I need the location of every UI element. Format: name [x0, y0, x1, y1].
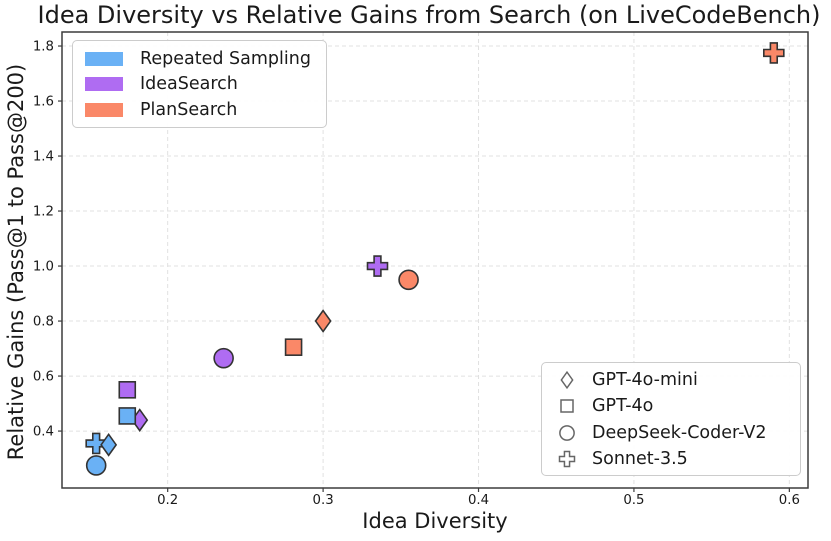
x-tick-label: 0.2 [157, 493, 178, 508]
data-point-repeated-sampling-gpt-4o [118, 407, 137, 425]
data-point-ideasearch-deepseek-coder-v2 [213, 347, 234, 369]
legend-item-repeated-sampling: Repeated Sampling [83, 46, 316, 72]
legend-item-gpt-4o: GPT-4o [550, 393, 792, 419]
legend-item-label: DeepSeek-Coder-V2 [592, 422, 767, 443]
circle-marker-glyph [559, 424, 575, 441]
data-point-repeated-sampling-sonnet-3-5 [85, 432, 107, 455]
legend-item-gpt-4o-mini: GPT-4o-mini [550, 367, 792, 393]
square-marker-icon [560, 399, 574, 414]
data-point-plansearch-gpt-4o [284, 338, 303, 356]
legend-item-sonnet-3-5: Sonnet-3.5 [550, 446, 792, 472]
legend-item-plansearch: PlanSearch [83, 97, 316, 123]
legend-item-label: GPT-4o-mini [592, 370, 698, 391]
diamond-marker-icon [560, 370, 574, 390]
data-point-plansearch-deepseek-coder-v2 [398, 269, 419, 291]
color-swatch-repeated-sampling [85, 51, 123, 66]
plot-border [61, 31, 809, 489]
x-tick-label: 0.3 [313, 493, 334, 508]
y-tick-label: 1.2 [33, 205, 54, 220]
data-point-ideasearch-sonnet-3-5 [366, 255, 389, 277]
legend-item-label: Sonnet-3.5 [592, 449, 688, 470]
y-tick-label: 0.8 [33, 315, 54, 330]
y-tick-label: 1.8 [33, 40, 54, 55]
data-point-plansearch-sonnet-3-5 [763, 42, 785, 64]
data-point-plansearch-gpt-4o-mini [314, 309, 332, 333]
diamond-marker-glyph [560, 370, 574, 390]
legend-search-methods: Repeated Sampling IdeaSearch PlanSearch [72, 40, 327, 128]
y-tick-label: 0.4 [33, 425, 54, 440]
legend-item-label: IdeaSearch [140, 74, 238, 95]
x-tick-label: 0.5 [623, 493, 644, 508]
legend-item-label: GPT-4o [592, 396, 654, 417]
legend-models: GPT-4o-mini GPT-4o DeepSeek-Coder-V2 Sonnet… [541, 362, 801, 476]
plus-marker-glyph [558, 450, 576, 468]
color-swatch-plansearch [85, 102, 123, 117]
x-tick-label: 0.6 [779, 493, 800, 508]
x-tick-label: 0.4 [468, 493, 489, 508]
legend-item-ideasearch: IdeaSearch [83, 72, 316, 98]
plus-marker-icon [558, 450, 576, 468]
circle-marker-icon [559, 424, 575, 441]
y-tick-label: 1.0 [33, 260, 54, 275]
data-point-repeated-sampling-gpt-4o-mini [100, 432, 118, 457]
legend-item-deepseek-coder-v2: DeepSeek-Coder-V2 [550, 420, 792, 446]
square-marker-glyph [560, 399, 574, 414]
legend-item-label: Repeated Sampling [140, 48, 311, 69]
y-tick-label: 1.4 [33, 150, 54, 165]
chart-title: Idea Diversity vs Relative Gains from Se… [37, 1, 821, 29]
y-tick-label: 0.6 [33, 370, 54, 385]
legend-item-label: PlanSearch [140, 99, 238, 120]
data-point-ideasearch-gpt-4o [118, 381, 137, 399]
data-point-repeated-sampling-deepseek-coder-v2 [85, 455, 107, 476]
color-swatch-ideasearch [85, 77, 123, 92]
y-tick-label: 1.6 [33, 95, 54, 110]
x-axis-label: Idea Diversity [362, 509, 508, 533]
y-axis-label: Relative Gains (Pass@1 to Pass@200) [4, 63, 28, 461]
